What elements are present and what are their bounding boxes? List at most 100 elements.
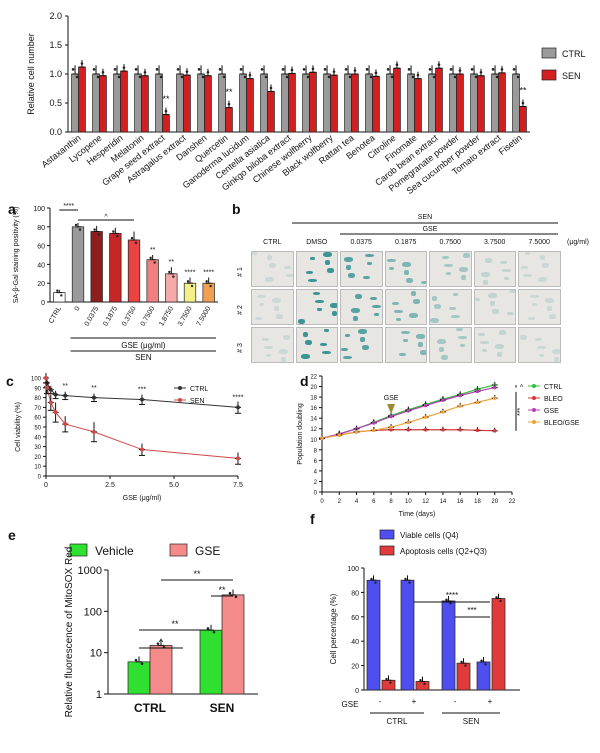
top-point [197, 68, 201, 71]
d-y-tick-label: 0 [314, 491, 318, 497]
a-point [78, 228, 82, 231]
e-sig-2: ** [171, 619, 179, 629]
b-stained-cell [552, 349, 560, 354]
top-point [159, 75, 163, 79]
d-point [423, 427, 428, 432]
b-stained-cell [498, 330, 506, 335]
e-point [140, 662, 144, 666]
d-x-tick-label: 20 [491, 499, 498, 505]
b-micrograph [251, 251, 294, 287]
b-stained-cell [281, 357, 286, 362]
b-column-label: CTRL [263, 239, 281, 246]
top-bar-sen [309, 71, 317, 133]
b-stained-cell [276, 314, 283, 319]
a-x-tick-label: 0.7500 [140, 305, 157, 327]
d-legend-marker [532, 408, 536, 412]
top-point [407, 68, 411, 71]
b-stained-cell [346, 265, 351, 270]
top-point [432, 75, 436, 79]
c-point [140, 397, 144, 402]
panel-letter-f: f [310, 511, 315, 527]
b-micrograph [518, 251, 561, 287]
top-bar-sen [78, 66, 86, 133]
top-point [374, 71, 378, 75]
top-point [71, 68, 75, 71]
b-micrograph [384, 327, 427, 363]
top-point [101, 70, 105, 74]
b-stained-cell [451, 315, 460, 318]
b-stained-cell [324, 260, 330, 265]
b-stained-cell [480, 272, 490, 277]
b-stained-cell [358, 329, 367, 334]
top-point [437, 63, 441, 67]
f-y-tick-label: 60 [351, 615, 359, 622]
top-point [281, 68, 285, 71]
top-point [248, 73, 252, 77]
a-point [74, 223, 78, 227]
b-stained-cell [532, 303, 537, 306]
e-y-tick-label: 1 [96, 689, 102, 701]
b-stained-cell [496, 352, 502, 357]
top-point [260, 68, 264, 71]
top-point [155, 68, 159, 71]
top-point [453, 75, 457, 79]
top-bar-sen [267, 91, 275, 133]
b-micrograph [295, 327, 338, 363]
top-point [113, 68, 117, 71]
d-x-tick-label: 4 [355, 499, 359, 505]
top-bar-ctrl [176, 73, 184, 133]
b-stained-cell [547, 306, 552, 311]
top-point [264, 75, 268, 79]
d-x-tick-label: 18 [474, 499, 481, 505]
d-point [458, 393, 462, 398]
top-point [306, 75, 310, 79]
top-point [201, 75, 205, 79]
b-stained-cell [538, 277, 547, 282]
b-stained-cell [393, 310, 403, 313]
top-bar-sen [435, 67, 443, 133]
top-bar-sen [456, 73, 464, 133]
d-point [492, 429, 497, 433]
b-stained-cell [474, 298, 480, 301]
top-y-tick-label: 1.5 [49, 40, 62, 50]
c-y-tick-label: 70 [34, 406, 41, 412]
a-point [153, 261, 156, 264]
top-point [449, 68, 453, 71]
d-point [406, 409, 411, 413]
c-point [92, 429, 96, 434]
f-point [495, 596, 498, 599]
b-stained-cell [372, 305, 381, 308]
d-y-label: Population doubling [297, 403, 304, 465]
b-stained-cell [520, 335, 527, 340]
top-point [344, 68, 348, 71]
d-point [458, 427, 462, 432]
b-stained-cell [461, 275, 466, 280]
a-bar [183, 282, 197, 303]
a-sig: **** [203, 270, 214, 277]
top-point [185, 70, 189, 73]
b-stained-cell [545, 298, 554, 303]
c-x-tick-label: 5.0 [169, 482, 179, 489]
a-point [116, 235, 119, 238]
d-point [492, 385, 497, 390]
a-y-tick-label: 80 [37, 225, 45, 232]
b-micrograph [473, 327, 516, 363]
b-title: SEN [418, 214, 432, 221]
c-x-tick-label: 7.5 [233, 482, 243, 489]
b-stained-cell [331, 311, 337, 316]
top-point [353, 69, 357, 72]
b-stained-cell [437, 339, 446, 344]
b-micrograph [295, 289, 338, 325]
b-stained-cell [491, 309, 499, 314]
d-legend-label: CTRL [544, 384, 562, 391]
b-stained-cell [398, 353, 406, 356]
top-bar-ctrl [302, 73, 310, 133]
b-stained-cell [542, 263, 549, 268]
b-stained-cell [420, 281, 427, 284]
e-legend-vehicle: Vehicle [95, 544, 134, 558]
b-stained-cell [525, 252, 530, 255]
top-bar-sen [330, 74, 338, 133]
b-stained-cell [264, 346, 273, 349]
top-y-tick-label: 0.0 [49, 127, 62, 137]
